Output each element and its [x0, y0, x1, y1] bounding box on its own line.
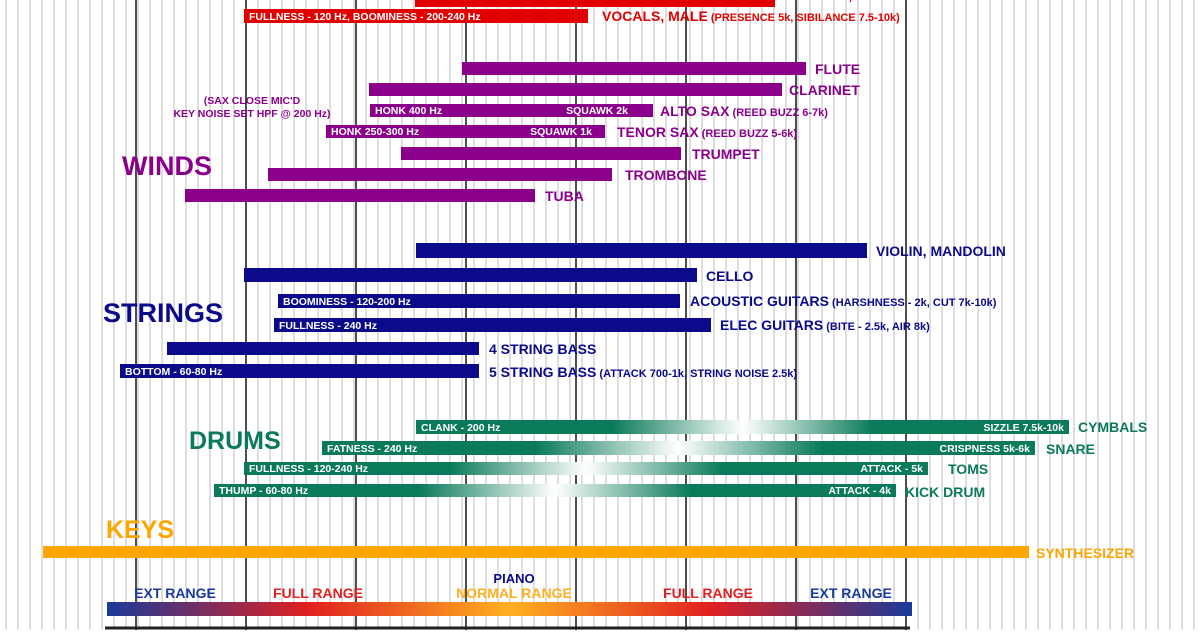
bar-tuba [185, 189, 535, 202]
bar-toms [244, 462, 928, 475]
piano-segment-label: NORMAL RANGE [456, 585, 572, 601]
bar-inner-label: FULLNESS - 120 Hz, BOOMINESS - 200-240 H… [249, 11, 481, 23]
instrument-bars: VOCALS, FEMALE FULLNESS - 120 Hz, BOOMINE… [43, 0, 1147, 561]
bar-tenor_sax [326, 125, 605, 138]
bar-label-bass4: 4 STRING BASS [489, 341, 596, 357]
piano-range-bar [107, 602, 912, 616]
bar-acoustic_guitars [278, 294, 680, 308]
group-labels: WINDS STRINGS DRUMS KEYS (SAX CLOSE MIC'DKEY… [103, 95, 331, 544]
piano-segment-label: FULL RANGE [663, 585, 753, 601]
piano-title: PIANO [493, 571, 534, 586]
bar-clarinet [369, 83, 782, 96]
bar-label-acoustic_guitars: ACOUSTIC GUITARS (HARSHNESS - 2k, CUT 7k… [690, 293, 997, 309]
bar-inner-label: SIZZLE 7.5k-10k [983, 422, 1064, 434]
side-note-line: KEY NOISE SET HPF @ 200 Hz) [173, 108, 330, 120]
group-label-winds: WINDS [122, 151, 212, 181]
bar-label-flute: FLUTE [815, 61, 860, 77]
bar-inner-label: BOOMINESS - 120-200 Hz [283, 296, 411, 308]
bar-inner-label: SQUAWK 1k [530, 126, 592, 138]
bar-label-bass5: 5 STRING BASS (ATTACK 700-1k, STRING NOI… [489, 364, 797, 380]
bar-inner-label: CLANK - 200 Hz [421, 422, 500, 434]
bar-cymbals [416, 420, 1069, 434]
bar-inner-label: FATNESS - 240 Hz [327, 443, 417, 455]
bar-label-clarinet: CLARINET [789, 82, 860, 98]
bar-label-synth: SYNTHESIZER [1036, 545, 1134, 561]
group-label-keys: KEYS [106, 516, 174, 544]
side-note-line: (SAX CLOSE MIC'D [204, 95, 301, 107]
bar-inner-label: ATTACK - 4k [828, 485, 891, 497]
piano-segment-label: FULL RANGE [273, 585, 363, 601]
bar-synth [43, 546, 1029, 558]
bar-elec_guitars [274, 318, 711, 332]
bar-snare [322, 441, 1035, 455]
piano-segment-label: EXT RANGE [810, 585, 892, 601]
piano-range: PIANO EXT RANGE FULL RANGE NORMAL RANGE FULL… [107, 571, 912, 616]
bar-label-vocals_female: VOCALS, FEMALE [790, 0, 914, 3]
bar-label-snare: SNARE [1046, 441, 1095, 457]
bar-label-alto_sax: ALTO SAX (REED BUZZ 6-7k) [660, 103, 828, 119]
bar-alto_sax [370, 104, 653, 117]
bar-inner-label: HONK 400 Hz [375, 105, 442, 117]
bar-vocals_male [244, 9, 588, 23]
bar-inner-label: THUMP - 60-80 Hz [219, 485, 308, 497]
bar-label-elec_guitars: ELEC GUITARS (BITE - 2.5k, AIR 8k) [720, 317, 930, 333]
bar-inner-label: FULLNESS - 120-240 Hz [249, 463, 368, 475]
bar-vocals_female [415, 0, 775, 7]
group-label-drums: DRUMS [189, 427, 281, 455]
bar-label-toms: TOMS [948, 461, 988, 477]
bar-violin [416, 243, 867, 258]
bar-inner-label: BOTTOM - 60-80 Hz [125, 366, 222, 378]
bar-kick [214, 484, 896, 497]
bar-label-kick: KICK DRUM [905, 484, 985, 500]
bar-cello [244, 268, 697, 282]
bar-trombone [268, 168, 612, 181]
bar-bass5 [120, 364, 479, 378]
bar-label-trombone: TROMBONE [625, 167, 707, 183]
group-label-strings: STRINGS [103, 298, 223, 328]
bar-label-trumpet: TRUMPET [692, 146, 760, 162]
bar-label-tuba: TUBA [545, 188, 584, 204]
piano-segment-label: EXT RANGE [134, 585, 216, 601]
bar-inner-label: CRISPNESS 5k-6k [940, 443, 1031, 455]
bar-inner-label: HONK 250-300 Hz [331, 126, 419, 138]
bar-label-tenor_sax: TENOR SAX (REED BUZZ 5-6k) [617, 124, 797, 140]
bar-inner-label: FULLNESS - 240 Hz [279, 320, 377, 332]
bar-flute [462, 62, 806, 75]
bar-label-cello: CELLO [706, 268, 754, 284]
bar-label-vocals_male: VOCALS, MALE (PRESENCE 5k, SIBILANCE 7.5… [602, 8, 900, 24]
bar-label-violin: VIOLIN, MANDOLIN [876, 243, 1006, 259]
bar-inner-label: ATTACK - 5k [860, 463, 923, 475]
bar-label-cymbals: CYMBALS [1078, 419, 1147, 435]
bar-inner-label: SQUAWK 2k [566, 105, 628, 117]
bar-bass4 [167, 342, 479, 355]
bar-trumpet [401, 147, 681, 160]
